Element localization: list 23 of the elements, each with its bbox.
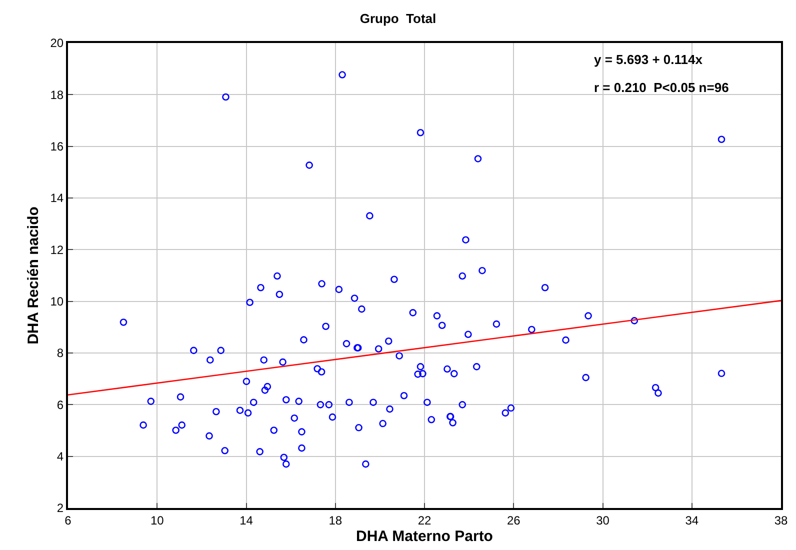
x-tick-label: 38 xyxy=(774,513,788,528)
chart-title: Grupo Total xyxy=(360,10,436,26)
y-tick-label: 10 xyxy=(50,294,64,309)
y-tick-label: 20 xyxy=(50,36,64,50)
x-tick-label: 14 xyxy=(240,513,254,528)
x-tick-label: 18 xyxy=(328,513,342,528)
annotation: y = 5.693 + 0.114x xyxy=(594,52,704,67)
x-tick-label: 30 xyxy=(596,513,610,528)
x-tick-label: 26 xyxy=(506,513,521,528)
y-tick-label: 12 xyxy=(50,242,64,257)
x-tick-label: 10 xyxy=(150,513,164,528)
y-tick-label: 8 xyxy=(56,346,64,360)
y-tick-label: 4 xyxy=(56,450,64,464)
y-axis-title: DHA Recién nacido xyxy=(24,206,42,344)
y-tick-label: 2 xyxy=(56,501,64,516)
x-axis-title: DHA Materno Parto xyxy=(356,528,493,545)
x-tick-label: 34 xyxy=(685,513,699,528)
y-tick-label: 14 xyxy=(50,191,64,206)
x-tick-label: 22 xyxy=(418,513,432,528)
annotation: r = 0.210 P<0.05 n=96 xyxy=(594,80,729,95)
y-tick-label: 6 xyxy=(56,398,64,412)
y-tick-label: 18 xyxy=(50,88,64,102)
y-tick-label: 16 xyxy=(50,140,64,154)
